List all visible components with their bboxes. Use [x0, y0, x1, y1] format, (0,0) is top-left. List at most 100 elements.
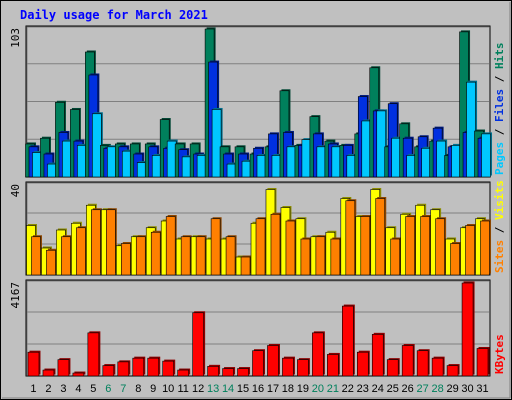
- bar-kbytes-day-15: [237, 367, 251, 377]
- bar-sites-day-7: [120, 242, 132, 276]
- day-label-23: 23: [357, 383, 369, 395]
- legend-hits: Hits: [493, 43, 506, 70]
- day-label-26: 26: [402, 383, 414, 395]
- bar-kbytes-day-25: [386, 358, 400, 377]
- legend-labels: Pages / Files / Hits Sites / Visits KBytes: [493, 43, 506, 375]
- bar-kbytes-day-8: [132, 356, 146, 377]
- bar-sites-day-6: [106, 208, 117, 276]
- bar-sites-day-24: [375, 197, 387, 276]
- ymax-label-kbytes: 4167: [9, 282, 22, 309]
- chart-panels: 103 40 4167: [9, 25, 493, 377]
- bar-pages-day-24: [376, 109, 388, 178]
- day-label-28: 28: [431, 383, 443, 395]
- bar-kbytes-day-18: [282, 356, 295, 377]
- bar-sites-day-1: [31, 235, 42, 276]
- bar-kbytes-day-24: [371, 332, 385, 377]
- bar-kbytes-day-4: [72, 371, 86, 377]
- day-label-17: 17: [267, 383, 279, 395]
- bar-kbytes-day-27: [416, 349, 430, 377]
- bar-sites-day-4: [76, 226, 87, 276]
- bar-sites-day-31: [480, 219, 492, 276]
- bar-sites-day-12: [195, 235, 207, 276]
- bar-sites-day-28: [435, 217, 447, 276]
- legend-hits: Pages / Files / Hits: [493, 43, 506, 176]
- bar-kbytes-day-21: [327, 352, 340, 377]
- bar-sites-day-17: [270, 212, 282, 276]
- day-label-31: 31: [476, 383, 488, 395]
- day-label-24: 24: [372, 383, 384, 395]
- day-label-16: 16: [252, 383, 264, 395]
- bar-sites-day-5: [91, 208, 102, 276]
- bar-kbytes-day-20: [312, 331, 325, 377]
- day-label-18: 18: [282, 383, 294, 395]
- day-label-5: 5: [90, 383, 96, 395]
- bar-pages-day-31: [481, 132, 493, 178]
- bar-kbytes-day-16: [252, 349, 265, 377]
- bar-kbytes-day-7: [117, 360, 131, 377]
- bar-sites-day-21: [330, 237, 342, 276]
- day-label-19: 19: [297, 383, 309, 395]
- bar-sites-day-11: [180, 235, 192, 276]
- panel-kbytes: 4167: [9, 279, 491, 377]
- bar-sites-day-14: [225, 235, 237, 276]
- bar-sites-day-22: [345, 199, 357, 276]
- legend-pages: Pages: [493, 142, 506, 175]
- day-label-8: 8: [135, 383, 141, 395]
- bar-kbytes-day-23: [356, 350, 370, 377]
- panel-hits: 103: [9, 25, 493, 178]
- bar-sites-day-27: [420, 215, 432, 276]
- bar-sites-day-3: [61, 235, 72, 276]
- bar-kbytes-day-10: [162, 359, 176, 377]
- bar-kbytes-day-9: [147, 356, 161, 377]
- bar-kbytes-day-11: [177, 368, 191, 377]
- x-axis-day-labels: 1 2 3 4 5 6 7 8 9 10 11 12 13 14 15 16 17 18 19 20 21 22 23 24 2…: [30, 383, 488, 395]
- day-label-9: 9: [150, 383, 156, 395]
- bar-sites-day-29: [450, 242, 462, 276]
- bar-kbytes-day-30: [461, 281, 475, 377]
- day-label-12: 12: [192, 383, 204, 395]
- chart-title: Daily usage for March 2021: [20, 8, 208, 22]
- bar-sites-day-19: [300, 237, 312, 276]
- bar-kbytes-day-1: [27, 350, 41, 377]
- bar-sites-day-20: [315, 235, 327, 276]
- bar-kbytes-day-22: [342, 304, 355, 377]
- bar-pages-day-30: [466, 80, 478, 178]
- day-label-4: 4: [75, 383, 81, 395]
- legend-kbytes: KBytes: [493, 334, 506, 374]
- bar-kbytes-day-5: [87, 331, 101, 377]
- bar-kbytes-day-29: [446, 364, 460, 377]
- day-label-6: 6: [105, 383, 111, 395]
- bar-sites-day-16: [255, 217, 267, 276]
- day-label-1: 1: [30, 383, 36, 395]
- bar-sites-day-15: [240, 255, 252, 276]
- legend-visits: Sites / Visits: [493, 180, 506, 273]
- day-label-20: 20: [312, 383, 324, 395]
- bar-pages-day-13: [211, 107, 223, 178]
- bar-sites-day-2: [46, 248, 57, 276]
- bar-kbytes-day-6: [102, 364, 116, 377]
- legend-visits: Visits: [493, 180, 506, 220]
- panel-visits: 40: [9, 181, 492, 276]
- day-label-15: 15: [237, 383, 249, 395]
- bar-kbytes-day-26: [401, 343, 415, 377]
- day-label-2: 2: [45, 383, 51, 395]
- bar-sites-day-18: [285, 219, 297, 276]
- bar-sites-day-9: [150, 230, 162, 276]
- bar-kbytes-day-17: [267, 343, 280, 377]
- day-label-30: 30: [461, 383, 473, 395]
- bar-sites-day-13: [210, 217, 222, 276]
- legend-files: Files: [493, 89, 506, 122]
- day-label-14: 14: [222, 383, 234, 395]
- bar-sites-day-25: [390, 237, 402, 276]
- legend-kbytes: KBytes: [493, 334, 506, 374]
- day-label-27: 27: [417, 383, 429, 395]
- bar-sites-day-26: [405, 215, 417, 276]
- day-label-13: 13: [207, 383, 219, 395]
- legend-sites: Sites: [493, 240, 506, 273]
- bar-sites-day-30: [465, 224, 477, 276]
- day-label-10: 10: [162, 383, 174, 395]
- bar-kbytes-day-19: [297, 358, 310, 377]
- day-label-11: 11: [177, 383, 188, 395]
- bar-sites-day-8: [135, 235, 147, 276]
